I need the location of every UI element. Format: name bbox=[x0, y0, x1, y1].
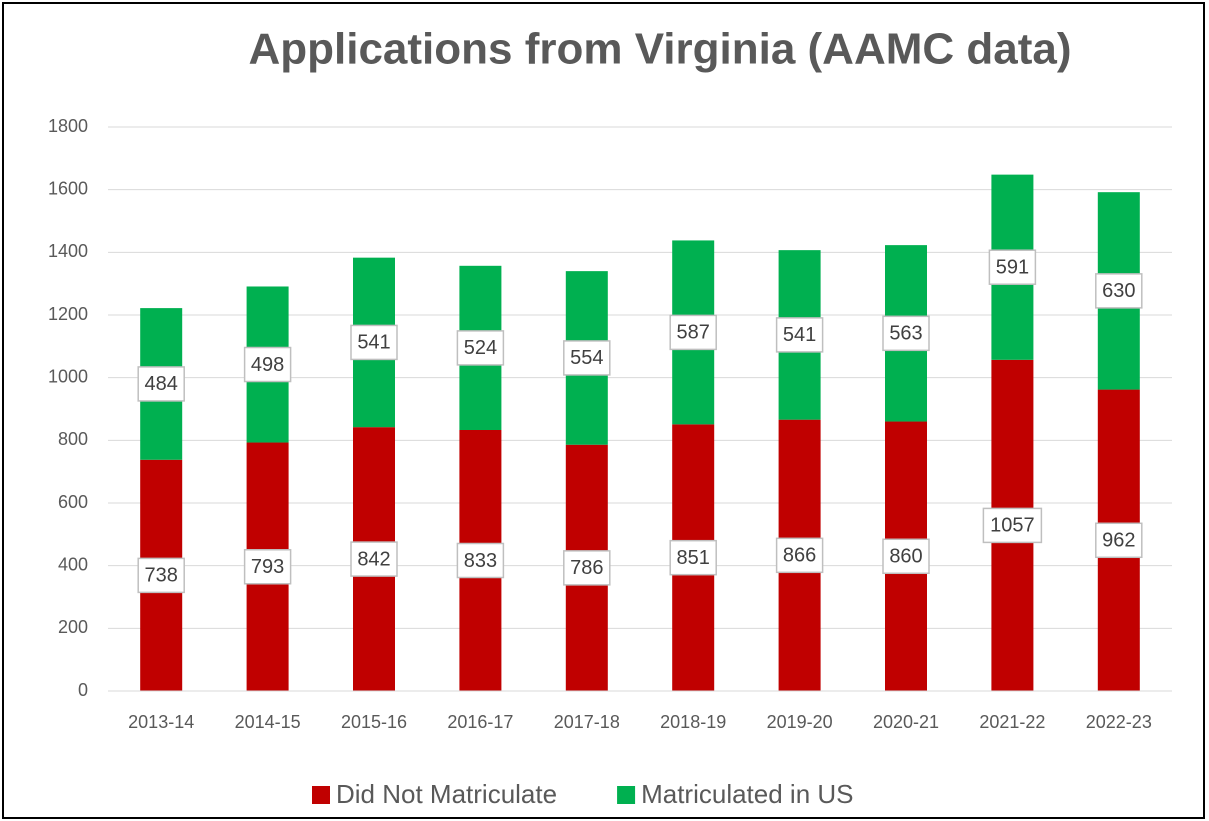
data-label: 962 bbox=[1102, 530, 1135, 552]
data-label: 851 bbox=[677, 547, 710, 569]
x-tick-label: 2016-17 bbox=[447, 712, 513, 732]
data-label: 591 bbox=[996, 256, 1029, 278]
data-label-box bbox=[1095, 522, 1143, 559]
data-label-box bbox=[350, 541, 398, 577]
y-tick-label: 400 bbox=[58, 554, 88, 574]
data-label: 524 bbox=[464, 337, 497, 359]
data-label-box bbox=[563, 340, 611, 376]
data-label-box bbox=[669, 539, 717, 576]
data-label-box bbox=[243, 346, 292, 383]
x-tick-label: 2013-14 bbox=[128, 712, 194, 732]
y-tick-label: 1400 bbox=[48, 241, 88, 261]
data-label-box bbox=[243, 549, 292, 585]
data-label-box bbox=[775, 537, 824, 574]
legend-swatch bbox=[312, 786, 330, 804]
data-label-box bbox=[456, 330, 505, 366]
data-label: 498 bbox=[251, 354, 284, 376]
data-label-box bbox=[988, 249, 1037, 285]
legend-swatch bbox=[617, 786, 636, 804]
data-label-box bbox=[456, 542, 505, 579]
legend-label: Did Not Matriculate bbox=[336, 779, 557, 809]
y-tick-label: 200 bbox=[58, 617, 88, 637]
y-tick-label: 1000 bbox=[48, 366, 88, 386]
data-label-box bbox=[669, 314, 717, 351]
x-tick-label: 2017-18 bbox=[554, 712, 620, 732]
data-label-box bbox=[882, 315, 930, 352]
y-tick-label: 0 bbox=[78, 680, 88, 700]
data-label: 541 bbox=[357, 332, 390, 354]
y-tick-label: 800 bbox=[58, 429, 88, 449]
x-tick-label: 2015-16 bbox=[341, 712, 407, 732]
data-label-box bbox=[137, 557, 185, 594]
x-tick-label: 2021-22 bbox=[979, 712, 1045, 732]
x-tick-label: 2020-21 bbox=[873, 712, 939, 732]
x-tick-label: 2019-20 bbox=[767, 712, 833, 732]
x-tick-label: 2022-23 bbox=[1086, 712, 1152, 732]
data-label-box bbox=[775, 317, 824, 353]
data-label: 860 bbox=[889, 546, 922, 568]
data-label: 786 bbox=[570, 557, 603, 579]
data-label-box bbox=[350, 324, 398, 361]
y-tick-label: 1200 bbox=[48, 304, 88, 324]
data-label: 587 bbox=[677, 322, 710, 344]
x-tick-label: 2014-15 bbox=[235, 712, 301, 732]
data-label: 563 bbox=[889, 323, 922, 345]
data-label-box bbox=[137, 366, 185, 402]
y-tick-label: 600 bbox=[58, 492, 88, 512]
x-tick-label: 2018-19 bbox=[660, 712, 726, 732]
data-label: 541 bbox=[783, 324, 816, 346]
data-label-box bbox=[882, 538, 930, 575]
data-label: 484 bbox=[145, 373, 178, 395]
data-label: 866 bbox=[783, 545, 816, 567]
data-label-box bbox=[563, 550, 611, 586]
data-label-box bbox=[1095, 273, 1143, 309]
y-tick-label: 1600 bbox=[48, 178, 88, 198]
data-label: 738 bbox=[145, 565, 178, 587]
data-label: 842 bbox=[357, 548, 390, 570]
data-label: 1057 bbox=[990, 515, 1035, 537]
data-label: 630 bbox=[1102, 280, 1135, 302]
data-label: 833 bbox=[464, 550, 497, 572]
data-label-box bbox=[982, 507, 1043, 544]
legend-label: Matriculated in US bbox=[641, 779, 853, 809]
y-tick-label: 1800 bbox=[48, 116, 88, 136]
data-label: 554 bbox=[570, 347, 603, 369]
chart-title: Applications from Virginia (AAMC data) bbox=[248, 25, 1071, 74]
data-label: 793 bbox=[251, 556, 284, 578]
